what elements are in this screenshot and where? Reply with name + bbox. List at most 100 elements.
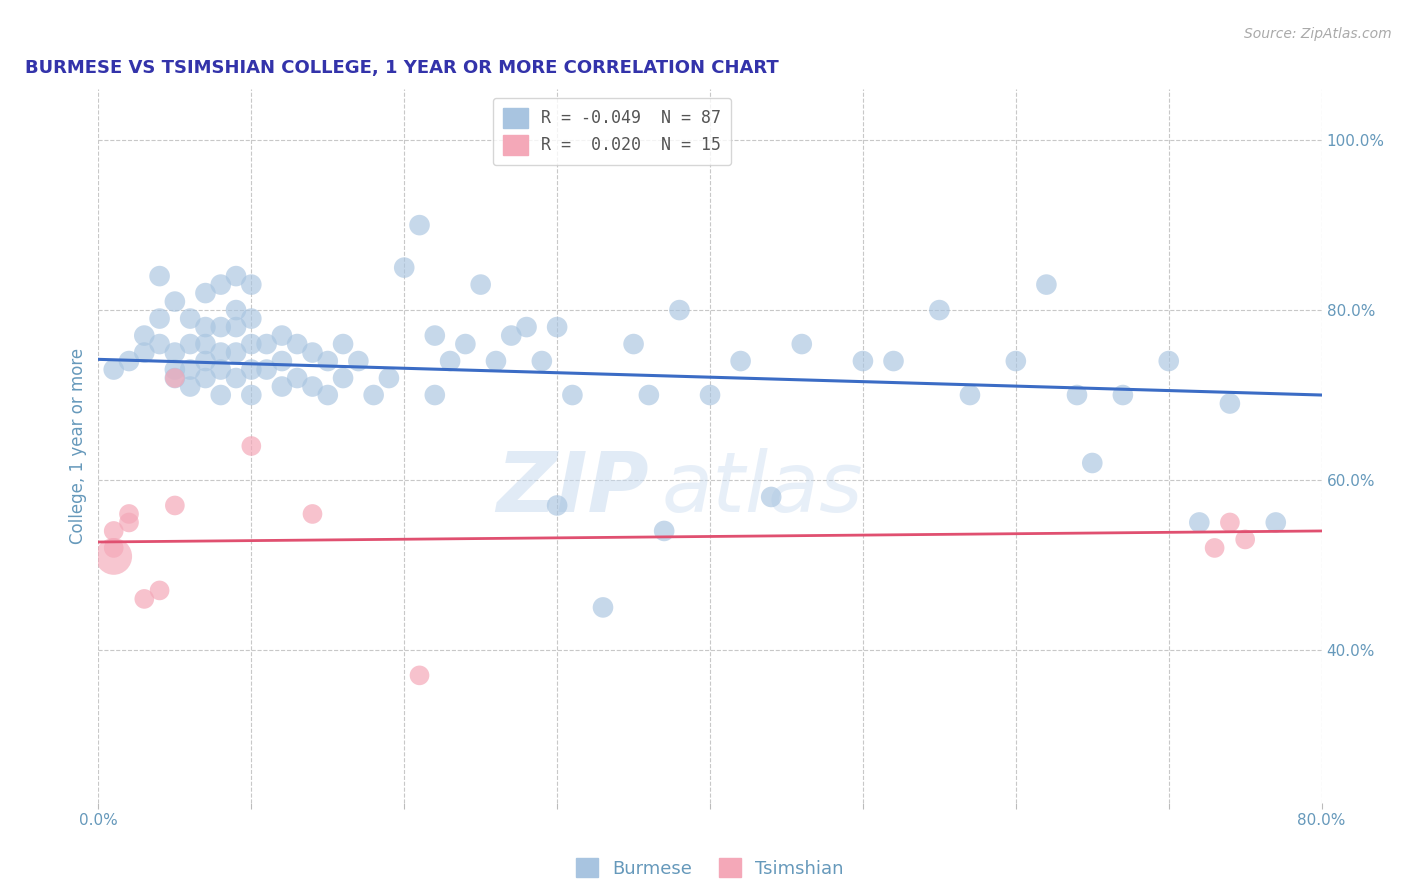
Point	[149, 337, 172, 351]
Point	[1112, 388, 1135, 402]
Point	[501, 328, 523, 343]
Point	[790, 337, 813, 351]
Point	[363, 388, 385, 402]
Point	[225, 371, 247, 385]
Point	[179, 379, 201, 393]
Point	[118, 516, 141, 530]
Point	[1188, 516, 1211, 530]
Point	[699, 388, 721, 402]
Legend: Burmese, Tsimshian: Burmese, Tsimshian	[567, 849, 853, 887]
Point	[316, 354, 339, 368]
Point	[103, 541, 125, 555]
Point	[301, 379, 323, 393]
Point	[209, 345, 232, 359]
Point	[240, 311, 263, 326]
Point	[852, 354, 875, 368]
Point	[256, 337, 278, 351]
Point	[118, 507, 141, 521]
Point	[883, 354, 905, 368]
Point	[179, 362, 201, 376]
Point	[301, 507, 323, 521]
Point	[1204, 541, 1226, 555]
Point	[149, 269, 172, 284]
Point	[103, 524, 125, 538]
Text: atlas: atlas	[661, 449, 863, 529]
Point	[623, 337, 645, 351]
Point	[240, 388, 263, 402]
Point	[516, 320, 538, 334]
Point	[592, 600, 614, 615]
Point	[959, 388, 981, 402]
Point	[285, 371, 308, 385]
Point	[163, 499, 186, 513]
Y-axis label: College, 1 year or more: College, 1 year or more	[69, 348, 87, 544]
Point	[408, 668, 430, 682]
Text: Source: ZipAtlas.com: Source: ZipAtlas.com	[1244, 27, 1392, 41]
Text: BURMESE VS TSIMSHIAN COLLEGE, 1 YEAR OR MORE CORRELATION CHART: BURMESE VS TSIMSHIAN COLLEGE, 1 YEAR OR …	[25, 59, 779, 77]
Point	[194, 371, 217, 385]
Point	[225, 269, 247, 284]
Point	[225, 345, 247, 359]
Point	[378, 371, 401, 385]
Point	[928, 303, 950, 318]
Point	[240, 337, 263, 351]
Point	[1004, 354, 1026, 368]
Point	[103, 549, 125, 564]
Point	[1035, 277, 1057, 292]
Point	[163, 371, 186, 385]
Point	[1219, 516, 1241, 530]
Point	[118, 354, 141, 368]
Point	[225, 303, 247, 318]
Point	[316, 388, 339, 402]
Point	[163, 294, 186, 309]
Point	[209, 277, 232, 292]
Point	[668, 303, 690, 318]
Point	[163, 371, 186, 385]
Point	[1219, 396, 1241, 410]
Point	[285, 337, 308, 351]
Point	[759, 490, 782, 504]
Point	[652, 524, 675, 538]
Point	[163, 362, 186, 376]
Point	[270, 354, 292, 368]
Point	[163, 345, 186, 359]
Point	[240, 277, 263, 292]
Point	[134, 345, 156, 359]
Point	[561, 388, 583, 402]
Point	[637, 388, 661, 402]
Point	[134, 328, 156, 343]
Point	[730, 354, 752, 368]
Point	[423, 328, 446, 343]
Point	[530, 354, 553, 368]
Point	[332, 337, 354, 351]
Point	[1066, 388, 1088, 402]
Point	[225, 320, 247, 334]
Point	[470, 277, 492, 292]
Point	[1157, 354, 1180, 368]
Point	[423, 388, 446, 402]
Point	[1264, 516, 1286, 530]
Point	[179, 311, 201, 326]
Point	[149, 583, 172, 598]
Point	[194, 354, 217, 368]
Point	[1081, 456, 1104, 470]
Point	[194, 286, 217, 301]
Text: ZIP: ZIP	[496, 449, 650, 529]
Point	[209, 388, 232, 402]
Point	[546, 499, 568, 513]
Point	[194, 320, 217, 334]
Point	[240, 362, 263, 376]
Point	[194, 337, 217, 351]
Point	[485, 354, 508, 368]
Point	[301, 345, 323, 359]
Point	[209, 320, 232, 334]
Point	[149, 311, 172, 326]
Point	[134, 591, 156, 606]
Point	[454, 337, 477, 351]
Point	[256, 362, 278, 376]
Point	[270, 379, 292, 393]
Point	[546, 320, 568, 334]
Point	[103, 362, 125, 376]
Point	[347, 354, 370, 368]
Point	[439, 354, 461, 368]
